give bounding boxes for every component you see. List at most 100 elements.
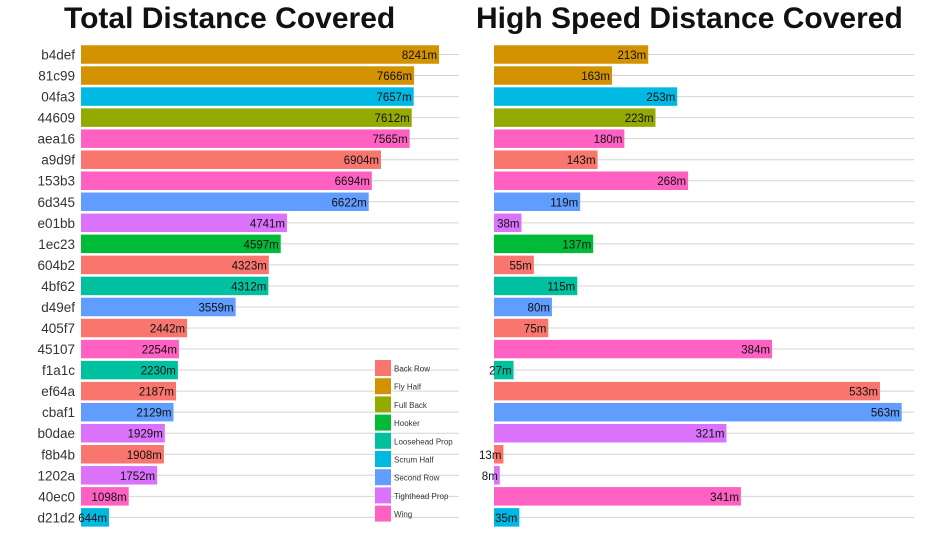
bar-value-label: 163m	[581, 71, 610, 83]
category-label: b0dae	[37, 426, 75, 441]
bar-value-label: 533m	[849, 387, 878, 399]
legend-swatch	[375, 378, 391, 395]
legend-label: Second Row	[394, 474, 440, 483]
bar-e01bb	[494, 213, 522, 233]
category-label: f8b4b	[41, 447, 75, 462]
bar-value-label: 1752m	[120, 471, 155, 483]
category-label: b4def	[41, 48, 75, 63]
category-label: 40ec0	[38, 489, 75, 504]
bar-value-label: 38m	[497, 218, 519, 230]
category-label: 153b3	[37, 174, 75, 189]
bar-value-label: 2129m	[136, 408, 171, 420]
bar-1202a	[81, 466, 158, 485]
bar-d21d2	[494, 508, 520, 527]
bar-value-label: 6622m	[332, 197, 367, 209]
bar-value-label: 7657m	[377, 92, 412, 104]
bar-1ec23	[494, 234, 594, 254]
bar-value-label: 2254m	[142, 345, 177, 357]
bar-value-label: 2187m	[139, 387, 174, 399]
bar-f8b4b	[494, 445, 504, 464]
bar-604b2	[494, 255, 534, 275]
bar-value-label: 4323m	[232, 260, 267, 272]
bar-value-label: 7565m	[373, 134, 408, 146]
legend-swatch	[375, 414, 391, 431]
bar-153b3	[494, 171, 689, 190]
bar-40ec0	[494, 487, 741, 506]
bar-value-label: 27m	[489, 366, 511, 378]
bar-a9d9f	[494, 150, 598, 169]
bar-4bf62	[81, 276, 269, 296]
bar-cbaf1	[81, 402, 174, 422]
bar-04fa3	[494, 87, 678, 106]
bars	[81, 45, 902, 527]
category-label: 1202a	[37, 468, 75, 483]
legend-label: Tighthead Prop	[394, 492, 449, 501]
bar-aea16	[81, 129, 410, 148]
category-label: f1a1c	[42, 363, 75, 378]
bar-value-label: 7666m	[377, 71, 412, 83]
category-label: 45107	[37, 342, 75, 357]
bar-value-label: 80m	[528, 302, 550, 314]
labels: 8241m b4def 7666m 81c99 7657m 04fa3 7612m 44609…	[37, 48, 899, 526]
category-label: ef64a	[41, 384, 75, 399]
bar-value-label: 180m	[594, 134, 623, 146]
legend-label: Scrum Half	[394, 456, 434, 465]
category-label: 4bf62	[41, 279, 75, 294]
bar-value-label: 2442m	[150, 324, 185, 336]
legend: Back Row Fly Half Full Back Hooker Loosehead…	[375, 360, 453, 522]
legend-swatch	[375, 469, 391, 486]
bar-f1a1c	[81, 360, 178, 380]
legend-swatch	[375, 451, 391, 467]
bar-value-label: 8241m	[402, 50, 437, 62]
bar-ef64a	[81, 381, 177, 401]
legend-swatch	[375, 396, 391, 413]
bar-44609	[81, 108, 412, 127]
bar-value-label: 213m	[617, 50, 646, 62]
bar-e01bb	[81, 213, 287, 233]
bar-value-label: 2230m	[141, 366, 176, 378]
bar-b0dae	[81, 423, 165, 443]
bar-value-label: 3559m	[198, 302, 233, 314]
bar-value-label: 6904m	[344, 155, 379, 167]
bar-value-label: 1908m	[127, 450, 162, 462]
category-label: aea16	[37, 132, 75, 147]
bar-value-label: 7612m	[375, 113, 410, 125]
bar-value-label: 115m	[547, 281, 575, 293]
legend-label: Fly Half	[394, 383, 422, 392]
category-label: d49ef	[41, 300, 75, 315]
bar-f8b4b	[81, 445, 164, 464]
bar-value-label: 223m	[625, 113, 654, 125]
bar-value-label: 253m	[646, 92, 675, 104]
bar-44609	[494, 108, 656, 127]
bar-04fa3	[81, 87, 414, 106]
bar-value-label: 119m	[550, 197, 578, 209]
bar-value-label: 1098m	[92, 492, 127, 504]
bar-45107	[81, 339, 179, 359]
category-label: e01bb	[37, 216, 75, 231]
bar-a9d9f	[81, 150, 381, 169]
bar-value-label: 644m	[78, 513, 107, 525]
bar-d21d2	[81, 508, 109, 527]
bar-value-label: 13m	[479, 450, 501, 462]
bar-81c99	[494, 66, 613, 85]
legend-label: Back Row	[394, 365, 430, 374]
bar-b4def	[81, 45, 440, 64]
category-label: 405f7	[41, 321, 75, 336]
legend-label: Full Back	[394, 401, 428, 410]
bar-value-label: 4312m	[231, 281, 266, 293]
left-panel-title: Total Distance Covered	[64, 2, 396, 35]
legend-swatch	[375, 487, 391, 504]
bar-d49ef	[81, 297, 236, 317]
legend-label: Wing	[394, 510, 412, 519]
bar-81c99	[81, 66, 415, 85]
category-label: 81c99	[38, 69, 75, 84]
legend-label: Loosehead Prop	[394, 437, 453, 446]
bar-153b3	[81, 171, 372, 190]
bar-1202a	[494, 466, 500, 485]
legend-label: Hooker	[394, 419, 420, 428]
bar-cbaf1	[494, 402, 902, 422]
bar-value-label: 8m	[482, 471, 498, 483]
bar-value-label: 4597m	[244, 239, 279, 251]
